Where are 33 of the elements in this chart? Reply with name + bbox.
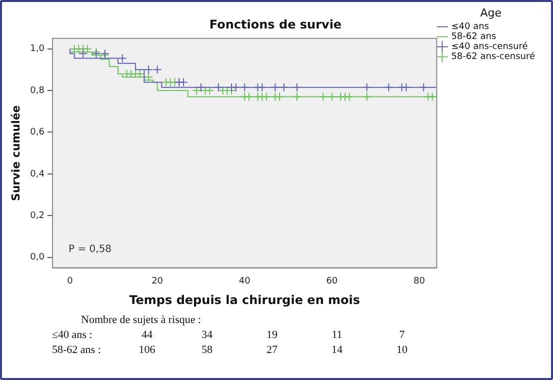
text: ≤40 ans :	[52, 329, 92, 341]
text: 44	[140, 329, 154, 341]
text: Nombre de sujets à risque :	[81, 314, 202, 326]
y-tick-label: 0,2	[30, 211, 45, 222]
y-tick-label: 0,8	[30, 86, 45, 96]
y-tick-label: 0,6	[30, 128, 45, 138]
legend-label: 58-62 ans	[451, 32, 496, 42]
text: 7	[398, 329, 406, 341]
legend-label: 58-62 ans-censuré	[451, 51, 536, 62]
y-tick-label: 0,0	[30, 252, 45, 263]
legend-label: ≤40 ans	[451, 22, 490, 32]
y-axis-title: Survie cumulée	[9, 105, 22, 201]
x-tick-label: 40	[238, 276, 251, 287]
annotation: P = 0,58	[68, 244, 112, 255]
chart-title: Fonctions de survie	[209, 17, 342, 32]
y-tick-label: 0,4	[30, 169, 45, 180]
legend-label: ≤40 ans-censuré	[451, 41, 528, 52]
x-tick-label: 80	[414, 276, 426, 287]
text: 14	[330, 344, 344, 356]
x-tick-label: 0	[67, 276, 74, 287]
text: 11	[330, 329, 344, 341]
text: 106	[138, 344, 156, 356]
legend-title: Age	[480, 6, 502, 20]
x-tick-label: 20	[152, 276, 164, 287]
text: 10	[396, 344, 408, 356]
x-tick-label: 60	[326, 276, 338, 287]
text: 58	[200, 344, 214, 356]
text: 34	[200, 329, 214, 341]
x-axis-title: Temps depuis la chirurgie en mois	[129, 292, 360, 307]
text: 19	[266, 329, 278, 341]
text: 58-62 ans :	[52, 344, 101, 356]
text: 27	[266, 344, 278, 356]
y-tick-label: 1,0	[30, 44, 45, 54]
